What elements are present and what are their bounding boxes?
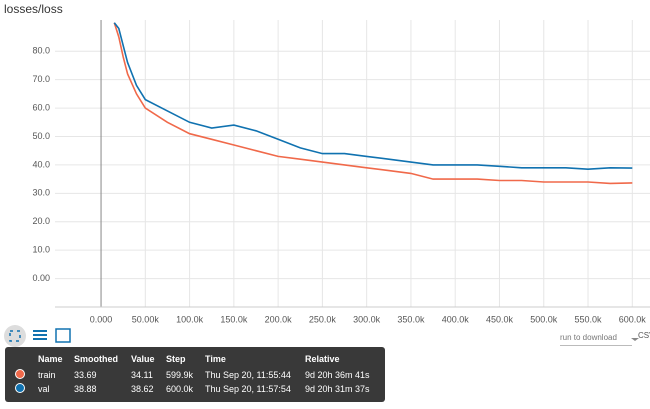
x-tick-label: 500.0k <box>530 314 558 324</box>
x-tick-label: 300.0k <box>353 314 381 324</box>
y-tick-label: 60.0 <box>32 102 50 112</box>
tooltip-name: val <box>38 384 50 394</box>
chart-title: losses/loss <box>4 2 63 16</box>
x-tick-label: 550.0k <box>575 314 603 324</box>
y-tick-label: 40.0 <box>32 159 50 169</box>
x-tick-label: 200.0k <box>265 314 293 324</box>
x-tick-label: 50.00k <box>132 314 160 324</box>
x-tick-label: 250.0k <box>309 314 337 324</box>
y-tick-label: 50.0 <box>32 131 50 141</box>
tooltip-header: Step <box>166 354 186 364</box>
tooltip-cell: 599.9k <box>166 370 194 380</box>
y-tick-label: 70.0 <box>32 74 50 84</box>
y-tick-label: 0.00 <box>32 273 50 283</box>
dropdown-arrow <box>631 338 639 341</box>
tooltip-cell: 9d 20h 36m 41s <box>305 370 370 380</box>
expand-button[interactable] <box>4 325 26 347</box>
expand-icon <box>9 330 21 342</box>
x-tick-label: 350.0k <box>397 314 425 324</box>
toolbar <box>4 325 639 347</box>
x-tick-label: 600.0k <box>619 314 647 324</box>
csv-link[interactable]: CSV <box>638 331 650 340</box>
x-tick-label: 0.000 <box>90 314 113 324</box>
x-tick-label: 150.0k <box>220 314 248 324</box>
series-line <box>113 22 633 185</box>
tooltip-header: Value <box>131 354 155 364</box>
y-tick-label: 10.0 <box>32 245 50 255</box>
series-line <box>113 22 633 171</box>
tooltip-header: Name <box>38 354 63 364</box>
y-tick-label: 20.0 <box>32 216 50 226</box>
tooltip-cell: 600.0k <box>166 384 194 394</box>
tooltip-cell: 34.11 <box>131 370 153 380</box>
tooltip: Name Smoothed Value Step Time Relative train 33… <box>5 347 385 402</box>
list-button[interactable] <box>33 330 47 340</box>
x-tick-label: 100.0k <box>176 314 204 324</box>
series-swatch <box>15 383 25 393</box>
tooltip-cell: 38.62 <box>131 384 154 394</box>
fit-button[interactable] <box>55 328 71 343</box>
tooltip-header: Smoothed <box>74 354 118 364</box>
run-select[interactable]: run to download <box>560 333 632 346</box>
tooltip-header: Time <box>205 354 226 364</box>
x-tick-label: 400.0k <box>442 314 470 324</box>
y-tick-label: 80.0 <box>32 46 50 56</box>
tooltip-cell: 33.69 <box>74 370 97 380</box>
tooltip-name: train <box>38 370 56 380</box>
tooltip-cell: Thu Sep 20, 11:57:54 <box>205 384 291 394</box>
tooltip-cell: 9d 20h 31m 37s <box>305 384 370 394</box>
tooltip-cell: Thu Sep 20, 11:55:44 <box>205 370 291 380</box>
tooltip-cell: 38.88 <box>74 384 97 394</box>
series-swatch <box>15 369 25 379</box>
tooltip-header: Relative <box>305 354 340 364</box>
x-tick-label: 450.0k <box>486 314 514 324</box>
y-tick-label: 30.0 <box>32 188 50 198</box>
